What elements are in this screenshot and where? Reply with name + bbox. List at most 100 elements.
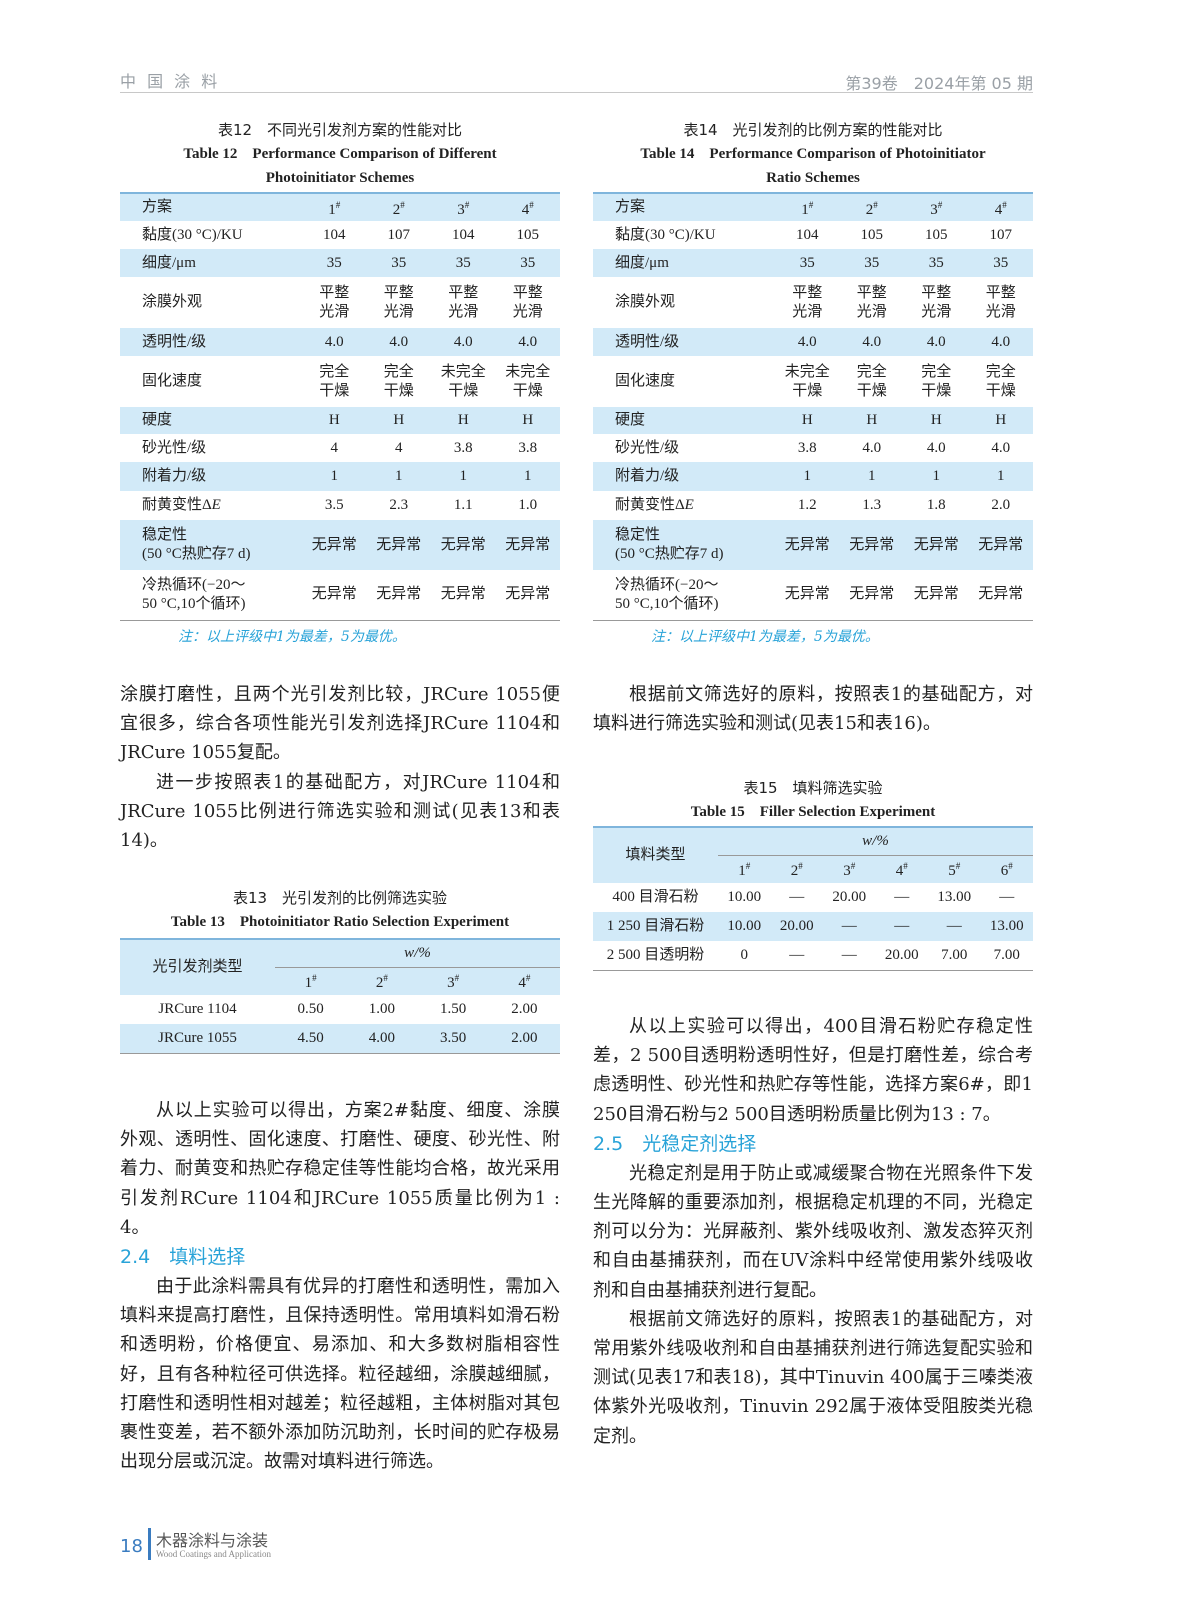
row-label: 细度/μm bbox=[593, 249, 775, 277]
table-cell: 4.0 bbox=[302, 328, 367, 356]
table-cell: 13.00 bbox=[980, 912, 1033, 941]
table-row: JRCure 1104 0.50 1.00 1.50 2.00 bbox=[120, 995, 560, 1024]
table-cell: 无异常 bbox=[311, 586, 357, 603]
table-cell: 107 bbox=[989, 226, 1013, 243]
table-cell: 4.0 bbox=[366, 328, 431, 356]
table-cell: 4.50 bbox=[275, 1024, 347, 1053]
table-row: 砂光性/级 3.8 4.0 4.0 4.0 bbox=[593, 434, 1033, 462]
paragraph: 光稳定剂是用于防止或减缓聚合物在光照条件下发生光降解的重要添加剂，根据稳定机理的… bbox=[593, 1162, 1033, 1301]
row-label: 耐黄变性ΔE bbox=[615, 497, 694, 513]
table-cell: H bbox=[968, 407, 1033, 434]
table-cell: 无异常 bbox=[849, 586, 895, 603]
table-row: 2 500 目透明粉 0 — — 20.00 7.00 7.00 bbox=[593, 941, 1033, 970]
table-cell: 4 bbox=[330, 439, 339, 456]
table-cell: 104 bbox=[796, 226, 819, 243]
table-cell: 无异常 bbox=[505, 586, 551, 603]
table-cell: 35 bbox=[839, 249, 904, 277]
table-cell: 平整 光滑 bbox=[383, 284, 414, 320]
row-label: 砂光性/级 bbox=[142, 439, 207, 456]
row-label: 稳定性 (50 °C热贮存7 d) bbox=[120, 520, 302, 570]
table-row: 附着力/级 1 1 1 1 bbox=[120, 462, 560, 491]
table-cell: H bbox=[904, 407, 969, 434]
table-cell: H bbox=[495, 407, 560, 434]
table-cell: 1.3 bbox=[862, 497, 882, 513]
column-header: 4# bbox=[875, 855, 928, 883]
table-cell: 1.8 bbox=[926, 497, 946, 513]
table-row: 黏度(30 °C)/KU 104 107 104 105 bbox=[120, 221, 560, 249]
row-label: 附着力/级 bbox=[120, 462, 302, 491]
right-text-1: 根据前文筛选好的原料，按照表1的基础配方，对填料进行筛选实验和测试(见表15和表… bbox=[593, 680, 1033, 738]
table-cell: 平整 光滑 bbox=[856, 284, 887, 320]
table-cell: 107 bbox=[387, 226, 411, 243]
table-cell: — bbox=[875, 912, 928, 941]
column-header: 光引发剂类型 bbox=[120, 939, 275, 995]
table-row: 固化速度 未完全 干燥 完全 干燥 完全 干燥 完全 干燥 bbox=[593, 356, 1033, 407]
table-cell: 0.50 bbox=[297, 1001, 324, 1017]
left-text-2: 从以上实验可以得出，方案2#黏度、细度、涂膜外观、透明性、固化速度、打磨性、硬度… bbox=[120, 1096, 560, 1476]
column-header: 2# bbox=[346, 967, 418, 995]
table-cell: 35 bbox=[968, 249, 1033, 277]
table-row: 透明性/级 4.0 4.0 4.0 4.0 bbox=[593, 328, 1033, 356]
paragraph: 从以上实验可以得出，方案2#黏度、细度、涂膜外观、透明性、固化速度、打磨性、硬度… bbox=[120, 1100, 560, 1238]
row-label: 细度/μm bbox=[120, 249, 302, 277]
paragraph: 由于此涂料需具有优异的打磨性和透明性，需加入填料来提高打磨性，且保持透明性。常用… bbox=[120, 1276, 560, 1473]
paragraph: 根据前文筛选好的原料，按照表1的基础配方，对常用紫外线吸收剂和自由基捕获剂进行筛… bbox=[593, 1308, 1033, 1447]
table-cell: 4.0 bbox=[904, 328, 969, 356]
table-row: 涂膜外观 平整 光滑 平整 光滑 平整 光滑 平整 光滑 bbox=[120, 277, 560, 328]
row-label: 涂膜外观 bbox=[142, 294, 203, 310]
table-cell: 1 bbox=[775, 462, 840, 491]
table-row: 冷热循环(−20～ 50 °C,10个循环) 无异常 无异常 无异常 无异常 bbox=[593, 570, 1033, 620]
column-header: 5# bbox=[928, 855, 981, 883]
table-cell: H bbox=[366, 407, 431, 434]
column-header: 4# bbox=[488, 967, 560, 995]
table-cell: 1 bbox=[366, 462, 431, 491]
table-cell: H bbox=[775, 407, 840, 434]
table-cell: 105 bbox=[860, 226, 884, 243]
table-cell: 完全 干燥 bbox=[856, 363, 887, 399]
table-cell: 1 bbox=[431, 462, 496, 491]
table-cell: 4.0 bbox=[495, 328, 560, 356]
table-cell: H bbox=[302, 407, 367, 434]
table-cell: 35 bbox=[431, 249, 496, 277]
table14-note: 注：以上评级中1为最差，5为最优。 bbox=[651, 629, 879, 645]
left-text-1: 涂膜打磨性，且两个光引发剂比较，JRCure 1055便宜很多，综合各项性能光引… bbox=[120, 680, 560, 855]
table-cell: 7.00 bbox=[941, 946, 968, 963]
table-cell: 3.8 bbox=[453, 439, 473, 456]
table-cell: 2.00 bbox=[511, 1001, 538, 1017]
table-cell: 35 bbox=[302, 249, 367, 277]
row-label: 砂光性/级 bbox=[615, 439, 680, 456]
table-cell: 20.00 bbox=[884, 946, 919, 963]
table-header-row: 方案 1# 2# 3# 4# bbox=[120, 193, 560, 221]
table15: 填料类型 w/% 1# 2# 3# 4# 5# 6# 400 目滑石粉 10.00—20.00—1… bbox=[593, 826, 1033, 971]
table-row: 硬度 H H H H bbox=[120, 407, 560, 434]
table-cell: 4.0 bbox=[431, 328, 496, 356]
table13: 光引发剂类型 w/% 1# 2# 3# 4# JRCure 1104 0.50 1.00 1.50… bbox=[120, 938, 560, 1054]
table-cell: — bbox=[928, 912, 981, 941]
table14-title-en-2: Ratio Schemes bbox=[766, 170, 860, 186]
table-cell: H bbox=[431, 407, 496, 434]
table-cell: 2.3 bbox=[389, 497, 409, 513]
table-row: 细度/μm 35 35 35 35 bbox=[120, 249, 560, 277]
row-label: 冷热循环(−20～ 50 °C,10个循环) bbox=[615, 576, 719, 612]
table-row: 硬度 H H H H bbox=[593, 407, 1033, 434]
table-cell: 10.00 bbox=[718, 912, 771, 941]
table-cell: 4.0 bbox=[926, 439, 946, 456]
row-label: 涂膜外观 bbox=[615, 294, 676, 310]
row-label: 1 250 目滑石粉 bbox=[593, 912, 718, 941]
section-heading-2-5: 2.5 光稳定剂选择 bbox=[593, 1132, 757, 1155]
paragraph: 根据前文筛选好的原料，按照表1的基础配方，对填料进行筛选实验和测试(见表15和表… bbox=[593, 684, 1033, 735]
table15-caption: 表15 填料筛选实验 Table 15 Filler Selection Exp… bbox=[593, 776, 1033, 824]
column-header: 3# bbox=[904, 193, 969, 221]
table-cell: 2.0 bbox=[991, 497, 1011, 513]
table-header-row: 1# 2# 3# 4# bbox=[120, 967, 560, 995]
table-cell: 完全 干燥 bbox=[319, 363, 350, 399]
table-cell: 4.0 bbox=[991, 439, 1011, 456]
row-label: 硬度 bbox=[593, 407, 775, 434]
table14-caption: 表14 光引发剂的比例方案的性能对比 Table 14 Performance … bbox=[593, 118, 1033, 190]
header-divider bbox=[120, 92, 1033, 93]
row-label: 附着力/级 bbox=[593, 462, 775, 491]
unit-header: w/% bbox=[275, 939, 560, 968]
table14-title-cn: 表14 光引发剂的比例方案的性能对比 bbox=[683, 121, 943, 139]
paragraph: 涂膜打磨性，且两个光引发剂比较，JRCure 1055便宜很多，综合各项性能光引… bbox=[120, 684, 560, 764]
